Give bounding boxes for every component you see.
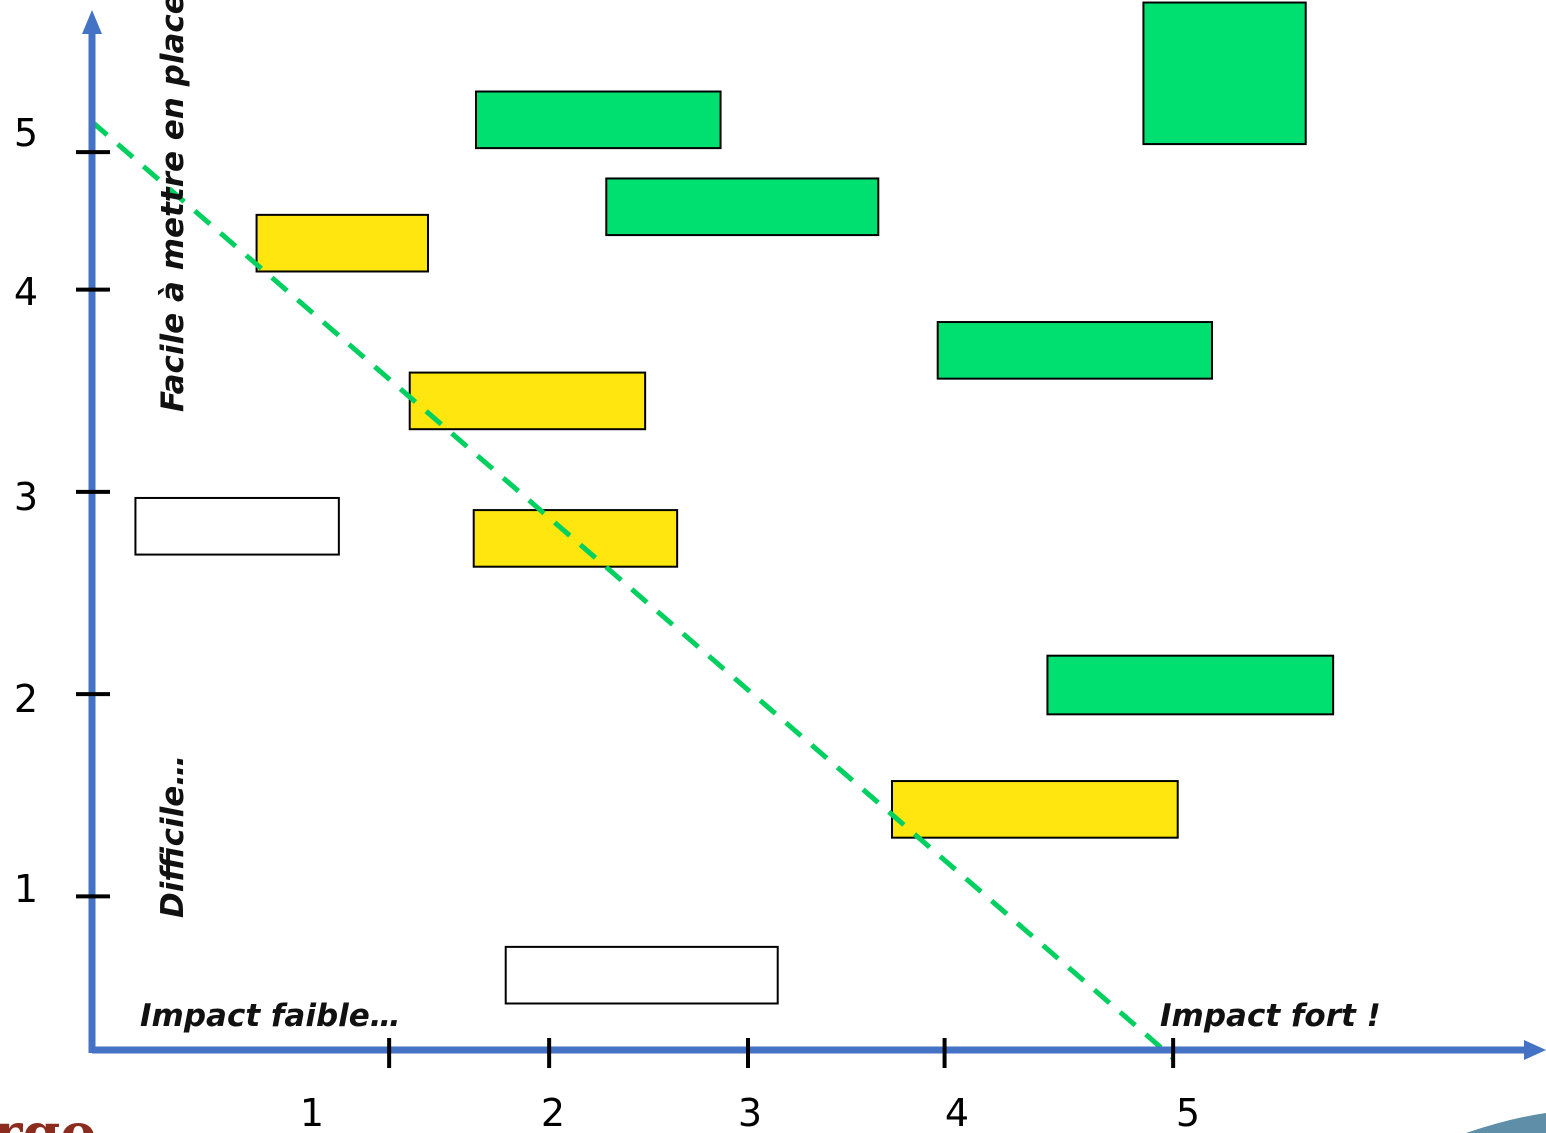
green-box-1 xyxy=(475,90,722,150)
green-box-5 xyxy=(1046,654,1335,716)
x-right-annotation: Impact fort ! xyxy=(1160,998,1381,1034)
y-tick-label-5: 5 xyxy=(14,111,38,155)
y-axis-arrow xyxy=(82,10,102,34)
x-tick-label-3: 3 xyxy=(738,1091,762,1133)
green-box-2 xyxy=(605,177,880,237)
x-tick-label-4: 4 xyxy=(945,1091,969,1133)
yellow-box-9 xyxy=(891,780,1179,839)
yellow-box-8 xyxy=(472,509,679,568)
y-tick-label-4: 4 xyxy=(14,270,38,314)
corner-decoration xyxy=(1466,1113,1546,1133)
y-tick-label-2: 2 xyxy=(14,677,38,721)
y-top-annotation: Facile à mettre en place xyxy=(155,0,191,412)
y-bottom-annotation: Difficile… xyxy=(155,755,191,918)
y-tick-label-1: 1 xyxy=(14,867,38,911)
white-box-10 xyxy=(134,496,340,556)
x-tick-label-2: 2 xyxy=(541,1091,565,1133)
logo: rgo xyxy=(0,1101,96,1133)
ticks-layer: 1 2 3 4 5 1 2 3 4 5 xyxy=(14,111,1200,1133)
green-box-4 xyxy=(936,321,1213,380)
y-tick-label-3: 3 xyxy=(14,475,38,519)
x-tick-label-5: 5 xyxy=(1176,1091,1200,1133)
axes xyxy=(82,10,1546,1060)
white-box-11 xyxy=(504,945,779,1005)
logo-text: rgo xyxy=(0,1101,96,1133)
x-tick-label-1: 1 xyxy=(300,1091,324,1133)
x-axis-arrow xyxy=(1524,1040,1546,1060)
yellow-box-7 xyxy=(408,371,647,431)
green-box-3 xyxy=(1142,1,1307,146)
x-left-annotation: Impact faible… xyxy=(140,998,401,1034)
yellow-box-6 xyxy=(255,213,430,273)
boxes-layer xyxy=(134,1,1335,1005)
trend-line xyxy=(90,119,1175,1060)
